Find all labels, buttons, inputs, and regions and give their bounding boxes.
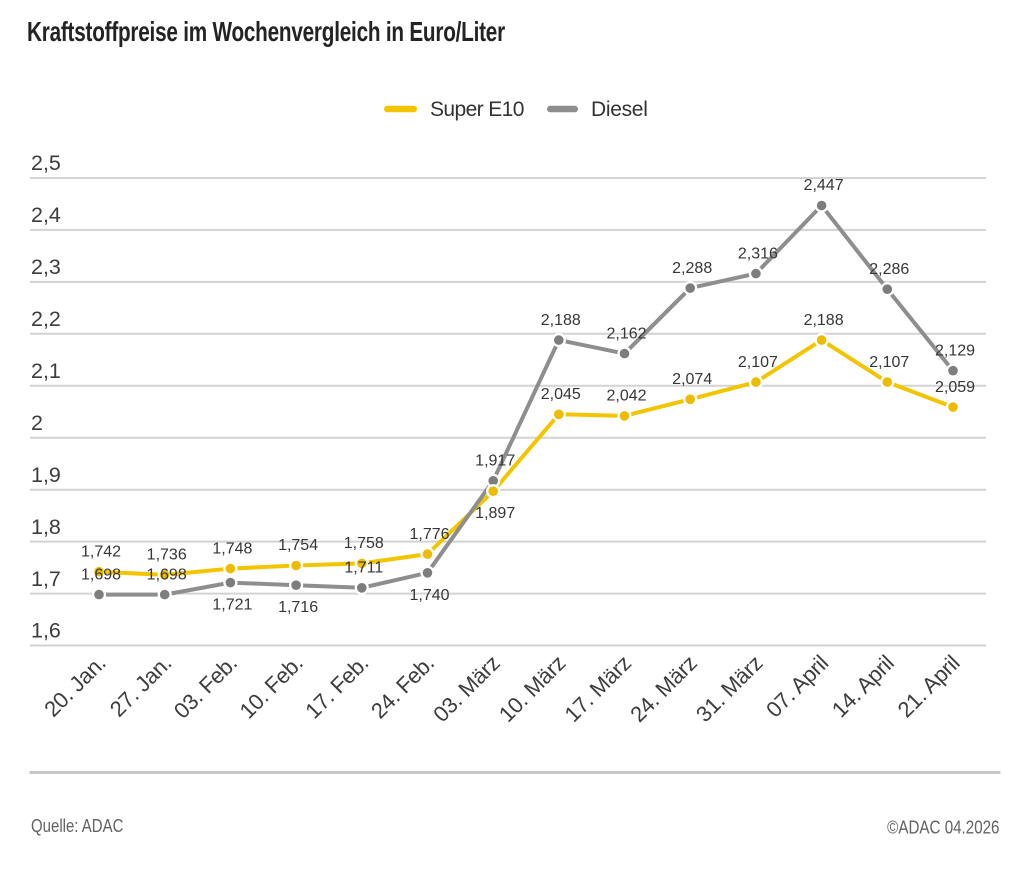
svg-text:1,9: 1,9 [31,463,61,487]
svg-text:Kraftstoffpreise im Wochenverg: Kraftstoffpreise im Wochenvergleich in E… [27,17,506,48]
svg-text:2,188: 2,188 [804,312,844,329]
svg-text:2,188: 2,188 [541,312,581,329]
svg-text:Diesel: Diesel [591,98,648,121]
svg-text:Quelle: ADAC: Quelle: ADAC [31,815,123,836]
svg-text:2,2: 2,2 [31,307,61,331]
svg-text:1,742: 1,742 [81,543,121,560]
svg-text:2,1: 2,1 [31,359,61,383]
svg-text:2,045: 2,045 [541,386,581,403]
svg-text:2: 2 [31,411,43,435]
svg-text:1,721: 1,721 [212,597,252,614]
svg-text:1,897: 1,897 [475,505,515,522]
svg-text:2,4: 2,4 [31,203,61,227]
svg-text:1,711: 1,711 [344,560,383,577]
svg-text:1,740: 1,740 [409,587,449,604]
svg-text:2,129: 2,129 [935,342,975,359]
svg-text:1,8: 1,8 [31,515,61,539]
svg-text:Super E10: Super E10 [430,98,524,121]
svg-text:1,776: 1,776 [409,526,449,543]
svg-text:1,754: 1,754 [278,537,318,554]
svg-text:1,748: 1,748 [212,540,252,557]
svg-text:1,7: 1,7 [31,567,61,591]
svg-text:2,316: 2,316 [738,245,778,262]
svg-text:2,447: 2,447 [804,177,844,194]
svg-text:1,917: 1,917 [475,453,515,470]
svg-text:1,698: 1,698 [147,566,187,583]
svg-text:2,042: 2,042 [606,388,646,405]
svg-text:1,758: 1,758 [344,535,384,552]
svg-text:2,107: 2,107 [869,354,909,371]
svg-text:2,288: 2,288 [672,260,712,277]
svg-text:2,5: 2,5 [31,151,61,175]
svg-text:2,107: 2,107 [738,354,778,371]
svg-text:2,162: 2,162 [606,325,646,342]
svg-text:1,698: 1,698 [81,566,121,583]
svg-text:2,286: 2,286 [869,261,909,278]
svg-text:2,3: 2,3 [31,255,61,279]
svg-text:2,059: 2,059 [935,379,975,396]
svg-text:©ADAC 04.2026: ©ADAC 04.2026 [887,817,999,838]
svg-text:1,716: 1,716 [278,599,318,616]
svg-text:1,736: 1,736 [147,547,187,564]
svg-text:2,074: 2,074 [672,371,712,388]
svg-text:1,6: 1,6 [31,619,61,643]
